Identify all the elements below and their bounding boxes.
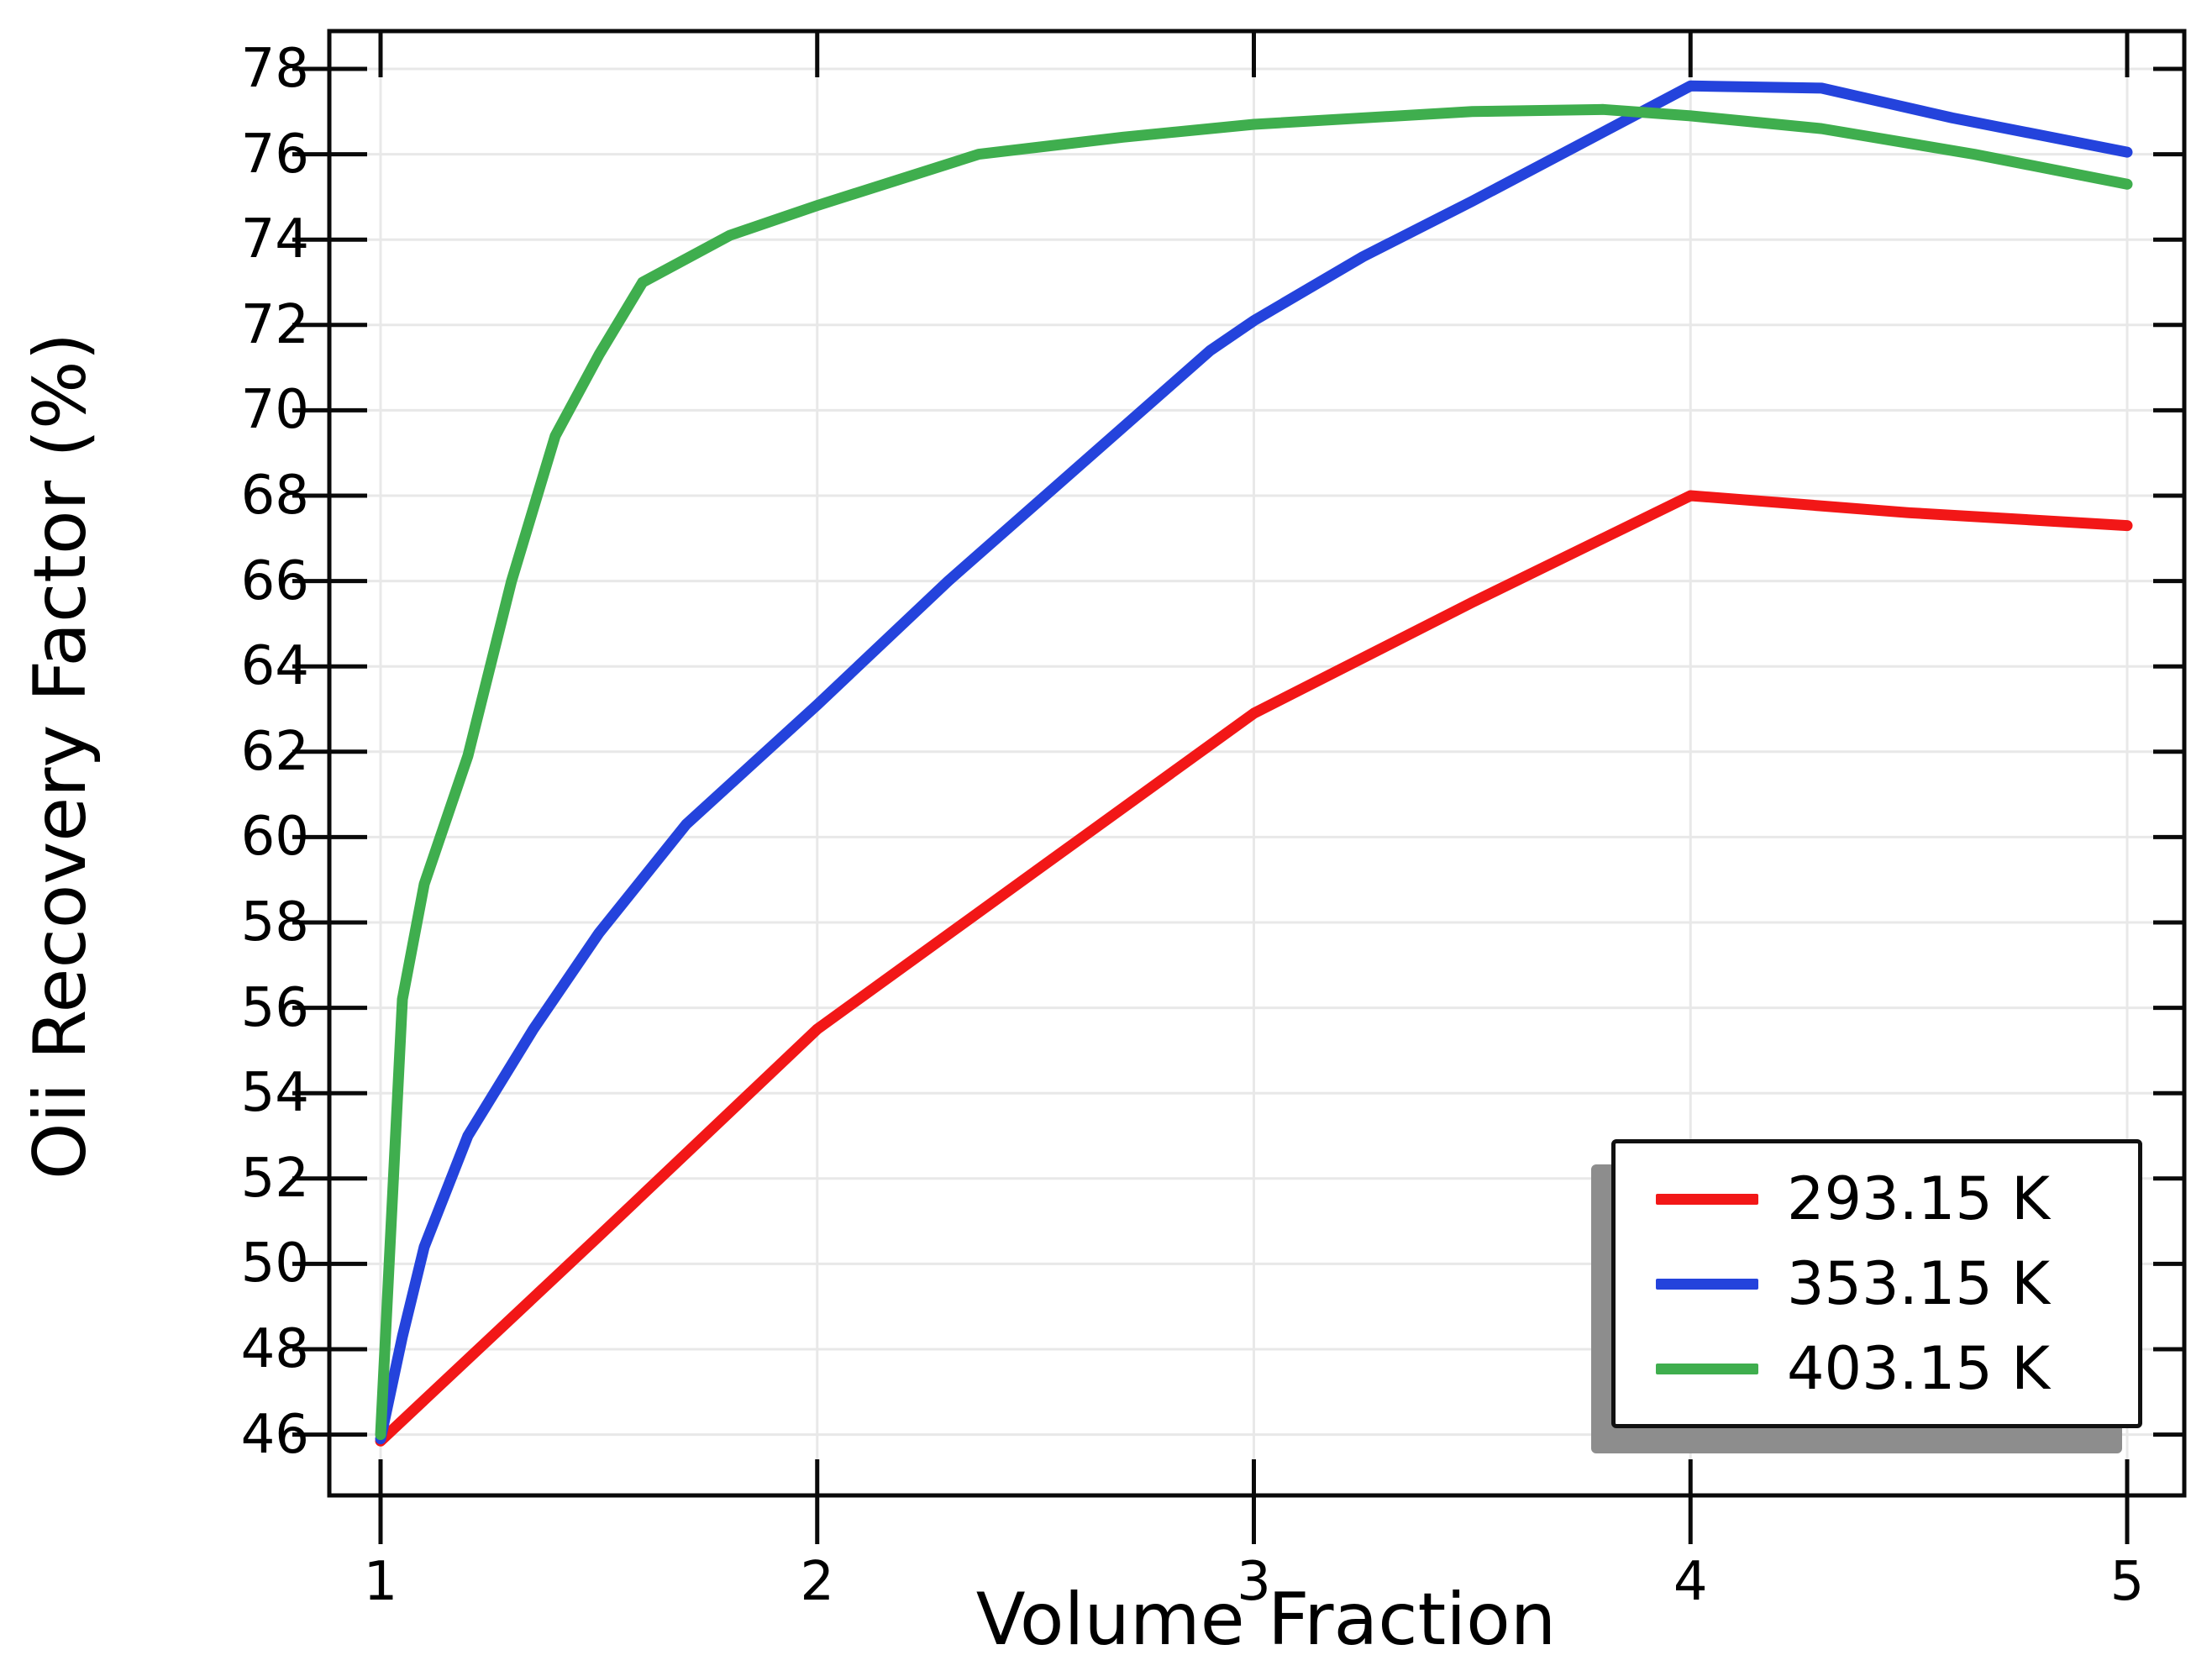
series-line-293-15-k xyxy=(375,490,2133,1447)
y-tick-label: 66 xyxy=(240,549,309,612)
y-tick-label: 64 xyxy=(240,635,309,698)
y-tick-label: 76 xyxy=(240,123,309,186)
y-tick-label: 52 xyxy=(240,1147,309,1210)
legend-item: 293.15 K xyxy=(1616,1169,2138,1228)
y-tick-label: 48 xyxy=(240,1318,309,1380)
plot-frame xyxy=(327,29,2187,1498)
series-line-403-15-k xyxy=(375,103,2133,1441)
legend: 293.15 K 353.15 K 403.15 K xyxy=(1611,1139,2142,1428)
y-tick-label: 58 xyxy=(240,891,309,954)
legend-swatch-icon xyxy=(1656,1363,1758,1374)
y-axis-title: Oii Recovery Factor (%) xyxy=(18,332,102,1180)
y-tick-label: 72 xyxy=(240,293,309,356)
legend-item: 403.15 K xyxy=(1616,1339,2138,1398)
legend-item: 353.15 K xyxy=(1616,1254,2138,1313)
legend-label: 403.15 K xyxy=(1787,1334,2051,1403)
y-tick-label: 54 xyxy=(240,1062,309,1125)
y-tick-label: 68 xyxy=(240,465,309,527)
x-tick-label: 3 xyxy=(1237,1551,1271,1613)
legend-label: 293.15 K xyxy=(1787,1164,2051,1233)
legend-swatch-icon xyxy=(1656,1193,1758,1205)
x-tick-label: 5 xyxy=(2110,1551,2145,1613)
y-tick-label: 56 xyxy=(240,976,309,1039)
x-tick-label: 2 xyxy=(800,1551,835,1613)
axis-ticks xyxy=(292,31,2184,1544)
x-axis-title: Volume Fraction xyxy=(975,1578,1557,1662)
gridlines xyxy=(329,31,2184,1495)
legend-swatch-icon xyxy=(1656,1278,1758,1290)
legend-label: 353.15 K xyxy=(1787,1249,2051,1318)
y-tick-label: 74 xyxy=(240,208,309,271)
y-tick-label: 50 xyxy=(240,1232,309,1295)
y-tick-label: 60 xyxy=(240,806,309,869)
x-tick-label: 4 xyxy=(1673,1551,1708,1613)
y-tick-label: 46 xyxy=(240,1403,309,1466)
y-tick-label: 70 xyxy=(240,379,309,442)
y-tick-label: 62 xyxy=(240,720,309,783)
y-tick-label: 78 xyxy=(240,38,309,100)
x-tick-label: 1 xyxy=(363,1551,398,1613)
series-line-353-15-k xyxy=(375,80,2133,1445)
